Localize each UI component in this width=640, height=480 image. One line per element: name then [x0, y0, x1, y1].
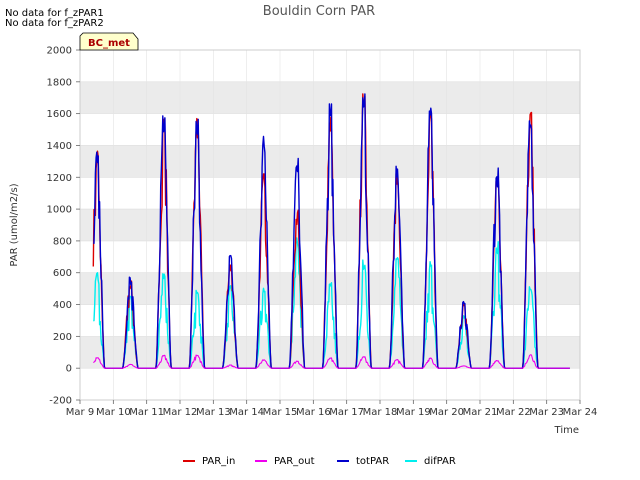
y-tick-label: 1600 — [47, 109, 72, 120]
y-tick-label: 2000 — [47, 46, 72, 57]
y-tick-label: 600 — [53, 268, 72, 279]
legend: PAR_in PAR_out totPAR difPAR — [183, 456, 456, 467]
y-tick-label: 1800 — [47, 77, 72, 88]
y-tick-label: 1200 — [47, 173, 72, 184]
grid-band — [80, 272, 580, 305]
plot-border — [79, 49, 581, 401]
grid-band — [80, 209, 580, 241]
x-tick-label: Mar 20 — [429, 407, 464, 418]
badge-shape — [79, 32, 139, 51]
no-data-note-2: No data for f_zPAR2 — [5, 18, 104, 29]
y-axis-ticks: -200 0 200 400 600 800 1000 1200 1400 1600 1800 200… — [47, 46, 80, 407]
x-tick-label: Mar 19 — [396, 407, 431, 418]
chart-title: Bouldin Corn PAR — [263, 4, 375, 19]
x-tick-label: Mar 9 — [66, 407, 94, 418]
y-tick-label: 0 — [66, 364, 72, 375]
y-tick-label: 200 — [53, 332, 72, 343]
grid-bands — [80, 81, 580, 369]
x-tick-label: Mar 16 — [296, 407, 331, 418]
x-axis-label: Time — [554, 425, 579, 436]
x-tick-label: Mar 12 — [163, 407, 198, 418]
bc-met-badge: BC_met — [79, 32, 139, 51]
series-line-par-out — [93, 354, 570, 369]
x-tick-label: Mar 23 — [529, 407, 564, 418]
y-axis-label: PAR (umol/m2/s) — [9, 183, 20, 266]
legend-label-par-in: PAR_in — [202, 456, 235, 467]
x-tick-label: Mar 22 — [496, 407, 531, 418]
x-tick-label: Mar 11 — [129, 407, 164, 418]
y-tick-label: 1000 — [47, 205, 72, 216]
y-tick-label: -200 — [49, 396, 72, 407]
y-tick-label: 800 — [53, 236, 72, 247]
x-tick-label: Mar 18 — [363, 407, 398, 418]
legend-label-par-out: PAR_out — [274, 456, 315, 467]
badge-label: BC_met — [88, 38, 130, 49]
grid-band — [80, 145, 580, 178]
x-tick-label: Mar 10 — [96, 407, 131, 418]
x-tick-label: Mar 24 — [563, 407, 598, 418]
x-tick-label: Mar 17 — [329, 407, 364, 418]
legend-label-totpar: totPAR — [356, 456, 389, 467]
x-tick-label: Mar 21 — [463, 407, 498, 418]
grid-lines — [79, 49, 581, 401]
y-tick-label: 400 — [53, 300, 72, 311]
grid-band — [80, 336, 580, 369]
legend-label-difpar: difPAR — [424, 456, 456, 467]
y-tick-label: 1400 — [47, 141, 72, 152]
no-data-note-1: No data for f_zPAR1 — [5, 8, 104, 19]
series-lines — [92, 93, 570, 369]
x-tick-label: Mar 14 — [229, 407, 264, 418]
x-tick-label: Mar 13 — [196, 407, 231, 418]
x-tick-label: Mar 15 — [263, 407, 298, 418]
